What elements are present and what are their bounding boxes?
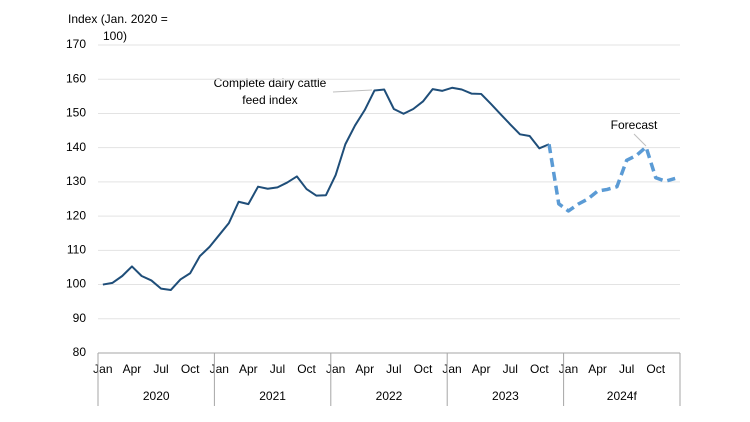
x-group-label: 2024f — [607, 389, 638, 403]
x-tick-label: Jan — [326, 362, 345, 376]
series-annotation: Complete dairy cattle — [214, 76, 327, 90]
x-tick-label: Oct — [414, 362, 433, 376]
x-tick-label: Oct — [646, 362, 665, 376]
y-tick-label: 160 — [66, 71, 86, 85]
x-tick-label: Oct — [297, 362, 316, 376]
x-group-label: 2020 — [143, 389, 170, 403]
x-group-label: 2023 — [492, 389, 519, 403]
y-tick-label: 100 — [66, 277, 86, 291]
x-tick-label: Jul — [270, 362, 285, 376]
series-line — [102, 86, 550, 292]
x-tick-label: Apr — [123, 362, 142, 376]
y-tick-label: 150 — [66, 106, 86, 120]
y-axis-title: 100) — [103, 29, 127, 43]
y-tick-label: 140 — [66, 140, 86, 154]
y-axis-title: Index (Jan. 2020 = — [68, 12, 168, 26]
leader-line — [633, 133, 647, 147]
x-tick-label: Jan — [442, 362, 461, 376]
x-tick-label: Jul — [386, 362, 401, 376]
x-tick-label: Jul — [153, 362, 168, 376]
series-line — [547, 143, 676, 213]
y-tick-label: 120 — [66, 208, 86, 222]
y-tick-label: 110 — [67, 243, 86, 257]
x-group-label: 2021 — [259, 389, 286, 403]
series-annotation: Forecast — [611, 118, 658, 132]
x-tick-label: Oct — [181, 362, 200, 376]
x-tick-label: Jul — [619, 362, 634, 376]
y-tick-label: 130 — [66, 174, 86, 188]
x-tick-label: Apr — [355, 362, 374, 376]
x-tick-label: Jan — [210, 362, 229, 376]
x-tick-label: Apr — [588, 362, 607, 376]
x-tick-label: Jan — [93, 362, 112, 376]
x-tick-label: Oct — [530, 362, 549, 376]
x-tick-label: Jul — [503, 362, 518, 376]
y-tick-label: 80 — [73, 345, 87, 359]
series-annotation: feed index — [242, 93, 297, 107]
leader-line — [332, 89, 373, 93]
x-tick-label: Apr — [472, 362, 491, 376]
y-tick-label: 170 — [66, 37, 86, 51]
x-tick-label: Jan — [559, 362, 578, 376]
y-tick-label: 90 — [73, 311, 87, 325]
x-group-label: 2022 — [376, 389, 403, 403]
x-tick-label: Apr — [239, 362, 258, 376]
